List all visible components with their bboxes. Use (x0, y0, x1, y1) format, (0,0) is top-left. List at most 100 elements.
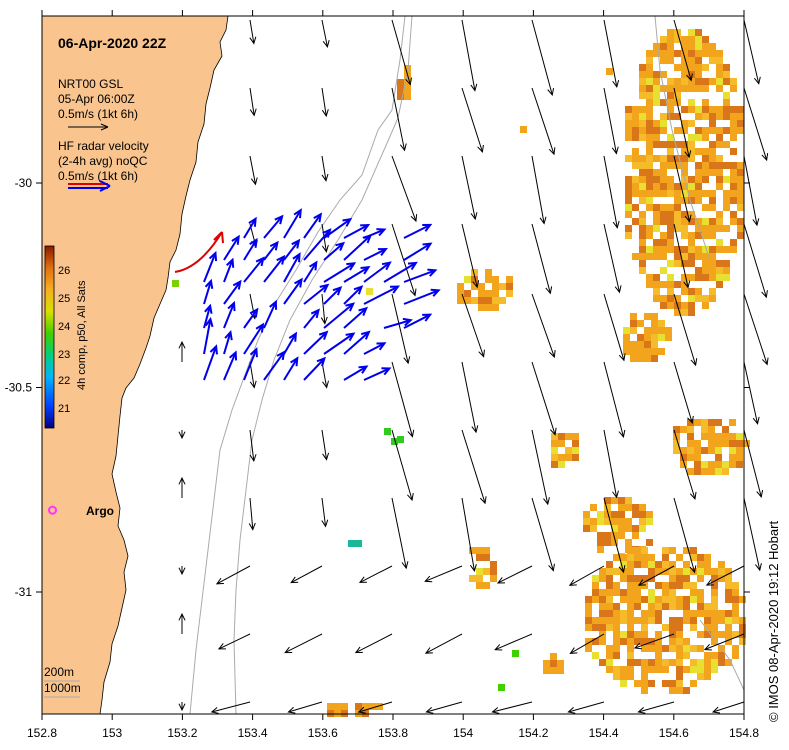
sst-cell (558, 454, 565, 461)
sst-cell (669, 645, 676, 652)
sst-cell (716, 50, 723, 57)
sst-cell (660, 246, 667, 253)
model-arrow-head (357, 706, 366, 714)
sst-cell (711, 631, 718, 638)
hf-radar-red-arrow (174, 231, 223, 273)
hf-radar-arrow (303, 331, 328, 355)
sst-cell (683, 568, 690, 575)
sst-cell (604, 511, 611, 518)
legend-model-line1: NRT00 GSL (58, 77, 123, 91)
sst-cell (639, 518, 646, 525)
sst-cell (667, 281, 674, 288)
sst-cell (627, 631, 634, 638)
sst-cell (592, 589, 599, 596)
sst-cell (737, 106, 744, 113)
sst-cell (520, 126, 527, 133)
sst-cell (704, 624, 711, 631)
sst-cell (669, 680, 676, 687)
sst-cell (681, 85, 688, 92)
sst-cell (625, 183, 632, 190)
model-arrow (743, 19, 760, 84)
sst-cell (690, 645, 697, 652)
sst-cell (653, 211, 660, 218)
model-arrow-head (178, 431, 186, 440)
sst-cell (681, 155, 688, 162)
sst-cell (708, 419, 715, 426)
sst-cell (702, 127, 709, 134)
red-arrow-head (213, 231, 224, 244)
sst-cell (660, 218, 667, 225)
sst-cell (729, 433, 736, 440)
sst-cell (597, 546, 604, 553)
sst-cell (730, 78, 737, 85)
sst-cell (694, 468, 701, 475)
sst-cell (641, 582, 648, 589)
hf-radar-arrow (403, 269, 436, 283)
sst-cell (369, 703, 376, 710)
hf-radar-arrow-head (389, 285, 401, 294)
sst-cell (676, 568, 683, 575)
sst-cell (709, 127, 716, 134)
sst-cell (583, 525, 590, 532)
hf-radar-arrow-head (430, 288, 441, 297)
model-arrow-head (217, 643, 226, 650)
sst-cell (627, 582, 634, 589)
model-arrow (497, 565, 533, 584)
sst-cell (690, 547, 697, 554)
sst-cell (646, 274, 653, 281)
hf-radar-arrow (303, 284, 329, 305)
sst-cell (695, 274, 702, 281)
sst-cell (681, 302, 688, 309)
sst-cell (709, 204, 716, 211)
sst-cell (485, 269, 492, 276)
sst-cell (730, 246, 737, 253)
sst-cell (625, 211, 632, 218)
model-arrow-head (753, 76, 761, 85)
sst-cell (641, 561, 648, 568)
model-arrow (673, 223, 689, 288)
model-arrow (461, 497, 475, 572)
sst-cell (658, 320, 665, 327)
sst-cell (646, 141, 653, 148)
sst-cell (543, 660, 550, 667)
model-arrow (321, 429, 328, 460)
sst-cell (695, 267, 702, 274)
model-arrow-head (248, 522, 256, 531)
model-arrow (743, 497, 761, 571)
hf-radar-arrow-head (276, 254, 286, 265)
sst-cell (674, 281, 681, 288)
model-arrow (743, 293, 768, 365)
sst-cell (718, 652, 725, 659)
sst-cell (660, 50, 667, 57)
sst-cell (704, 673, 711, 680)
sst-cell (665, 334, 672, 341)
sst-cell (673, 440, 680, 447)
model-arrow-head (401, 561, 409, 570)
model-arrow-head (250, 177, 258, 186)
sst-cell (653, 281, 660, 288)
sst-cell (627, 659, 634, 666)
model-arrow (673, 87, 690, 158)
sst-cell (667, 225, 674, 232)
sst-cell (711, 575, 718, 582)
model-arrow (391, 87, 406, 151)
sst-cell (683, 575, 690, 582)
sst-cell (695, 106, 702, 113)
sst-cell (723, 64, 730, 71)
sst-cell (737, 232, 744, 239)
sst-cell (694, 447, 701, 454)
sst-cell (708, 447, 715, 454)
sst-cell (625, 525, 632, 532)
sst-cell (688, 288, 695, 295)
sst-cell (660, 204, 667, 211)
model-arrow-head (215, 577, 224, 585)
sst-cell (690, 666, 697, 673)
hf-radar-arrow-head (224, 330, 233, 341)
sst-cell (632, 525, 639, 532)
sst-cell (673, 426, 680, 433)
sst-cell (397, 93, 404, 100)
sst-cell (732, 617, 739, 624)
model-arrow-head (689, 565, 697, 574)
sst-cell (630, 341, 637, 348)
model-arrow (461, 361, 477, 433)
